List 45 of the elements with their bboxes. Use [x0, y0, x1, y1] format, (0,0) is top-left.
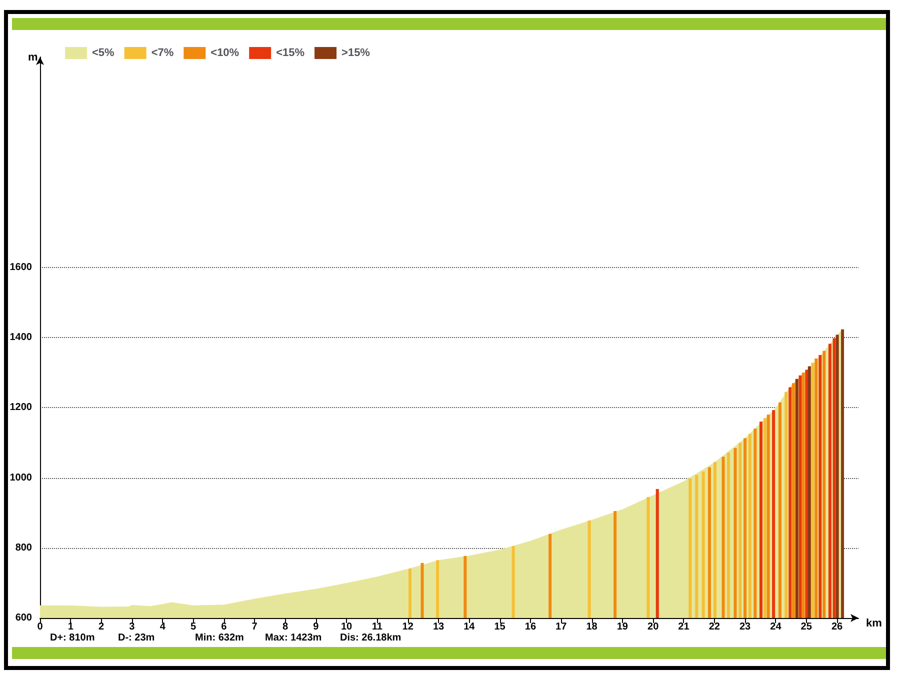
legend-label: <5%	[92, 47, 115, 59]
x-tick-label: 4	[160, 622, 166, 632]
x-tick-label: 10	[340, 622, 353, 632]
x-tick-label: 24	[770, 622, 782, 632]
y-axis-title: m	[28, 52, 38, 64]
x-tick-label: 0	[37, 622, 44, 632]
x-tick-label: 14	[464, 622, 476, 632]
x-tick-label: 25	[800, 622, 812, 632]
text: Dis: 26.18km	[340, 632, 402, 644]
x-tick-label: 8	[282, 622, 288, 632]
x-tick-label: 9	[313, 622, 320, 632]
y-tick-label: 1000	[10, 472, 32, 484]
x-tick-label: 19	[616, 622, 628, 632]
y-tick-label: 1200	[10, 402, 32, 414]
x-tick-label: 18	[586, 622, 598, 632]
x-tick-label: 21	[678, 622, 690, 632]
text: Min: 632m	[195, 632, 244, 644]
x-tick-label: 2	[98, 622, 105, 632]
x-tick-label: 1	[68, 622, 74, 632]
text: D+: 810m	[50, 632, 95, 644]
y-tick-label: 600	[15, 612, 32, 624]
x-tick-label: 6	[221, 622, 228, 632]
x-tick-label: 13	[432, 622, 444, 632]
x-axis-title: km	[866, 618, 882, 630]
x-tick-label: 11	[372, 622, 383, 632]
legend-label: <15%	[276, 47, 305, 59]
legend-label: <7%	[151, 47, 174, 59]
x-tick-label: 7	[252, 622, 258, 632]
x-tick-label: 3	[129, 622, 136, 632]
x-tick-label: 5	[190, 622, 196, 632]
text: D-: 23m	[118, 632, 155, 644]
x-tick-label: 26	[831, 622, 843, 632]
x-tick-label: 23	[739, 622, 752, 632]
text: Max: 1423m	[265, 632, 322, 644]
y-tick-label: 800	[15, 542, 32, 554]
x-tick-label: 17	[556, 622, 568, 632]
x-tick-label: 15	[494, 622, 506, 632]
legend-label: >15%	[342, 47, 370, 59]
y-tick-label: 1400	[10, 332, 32, 343]
x-tick-label: 20	[648, 622, 660, 632]
y-tick-label: 1600	[10, 262, 32, 273]
x-tick-label: 12	[402, 622, 414, 632]
x-tick-label: 22	[708, 622, 720, 632]
legend-label: <10%	[210, 47, 240, 59]
x-tick-label: 16	[524, 622, 536, 632]
